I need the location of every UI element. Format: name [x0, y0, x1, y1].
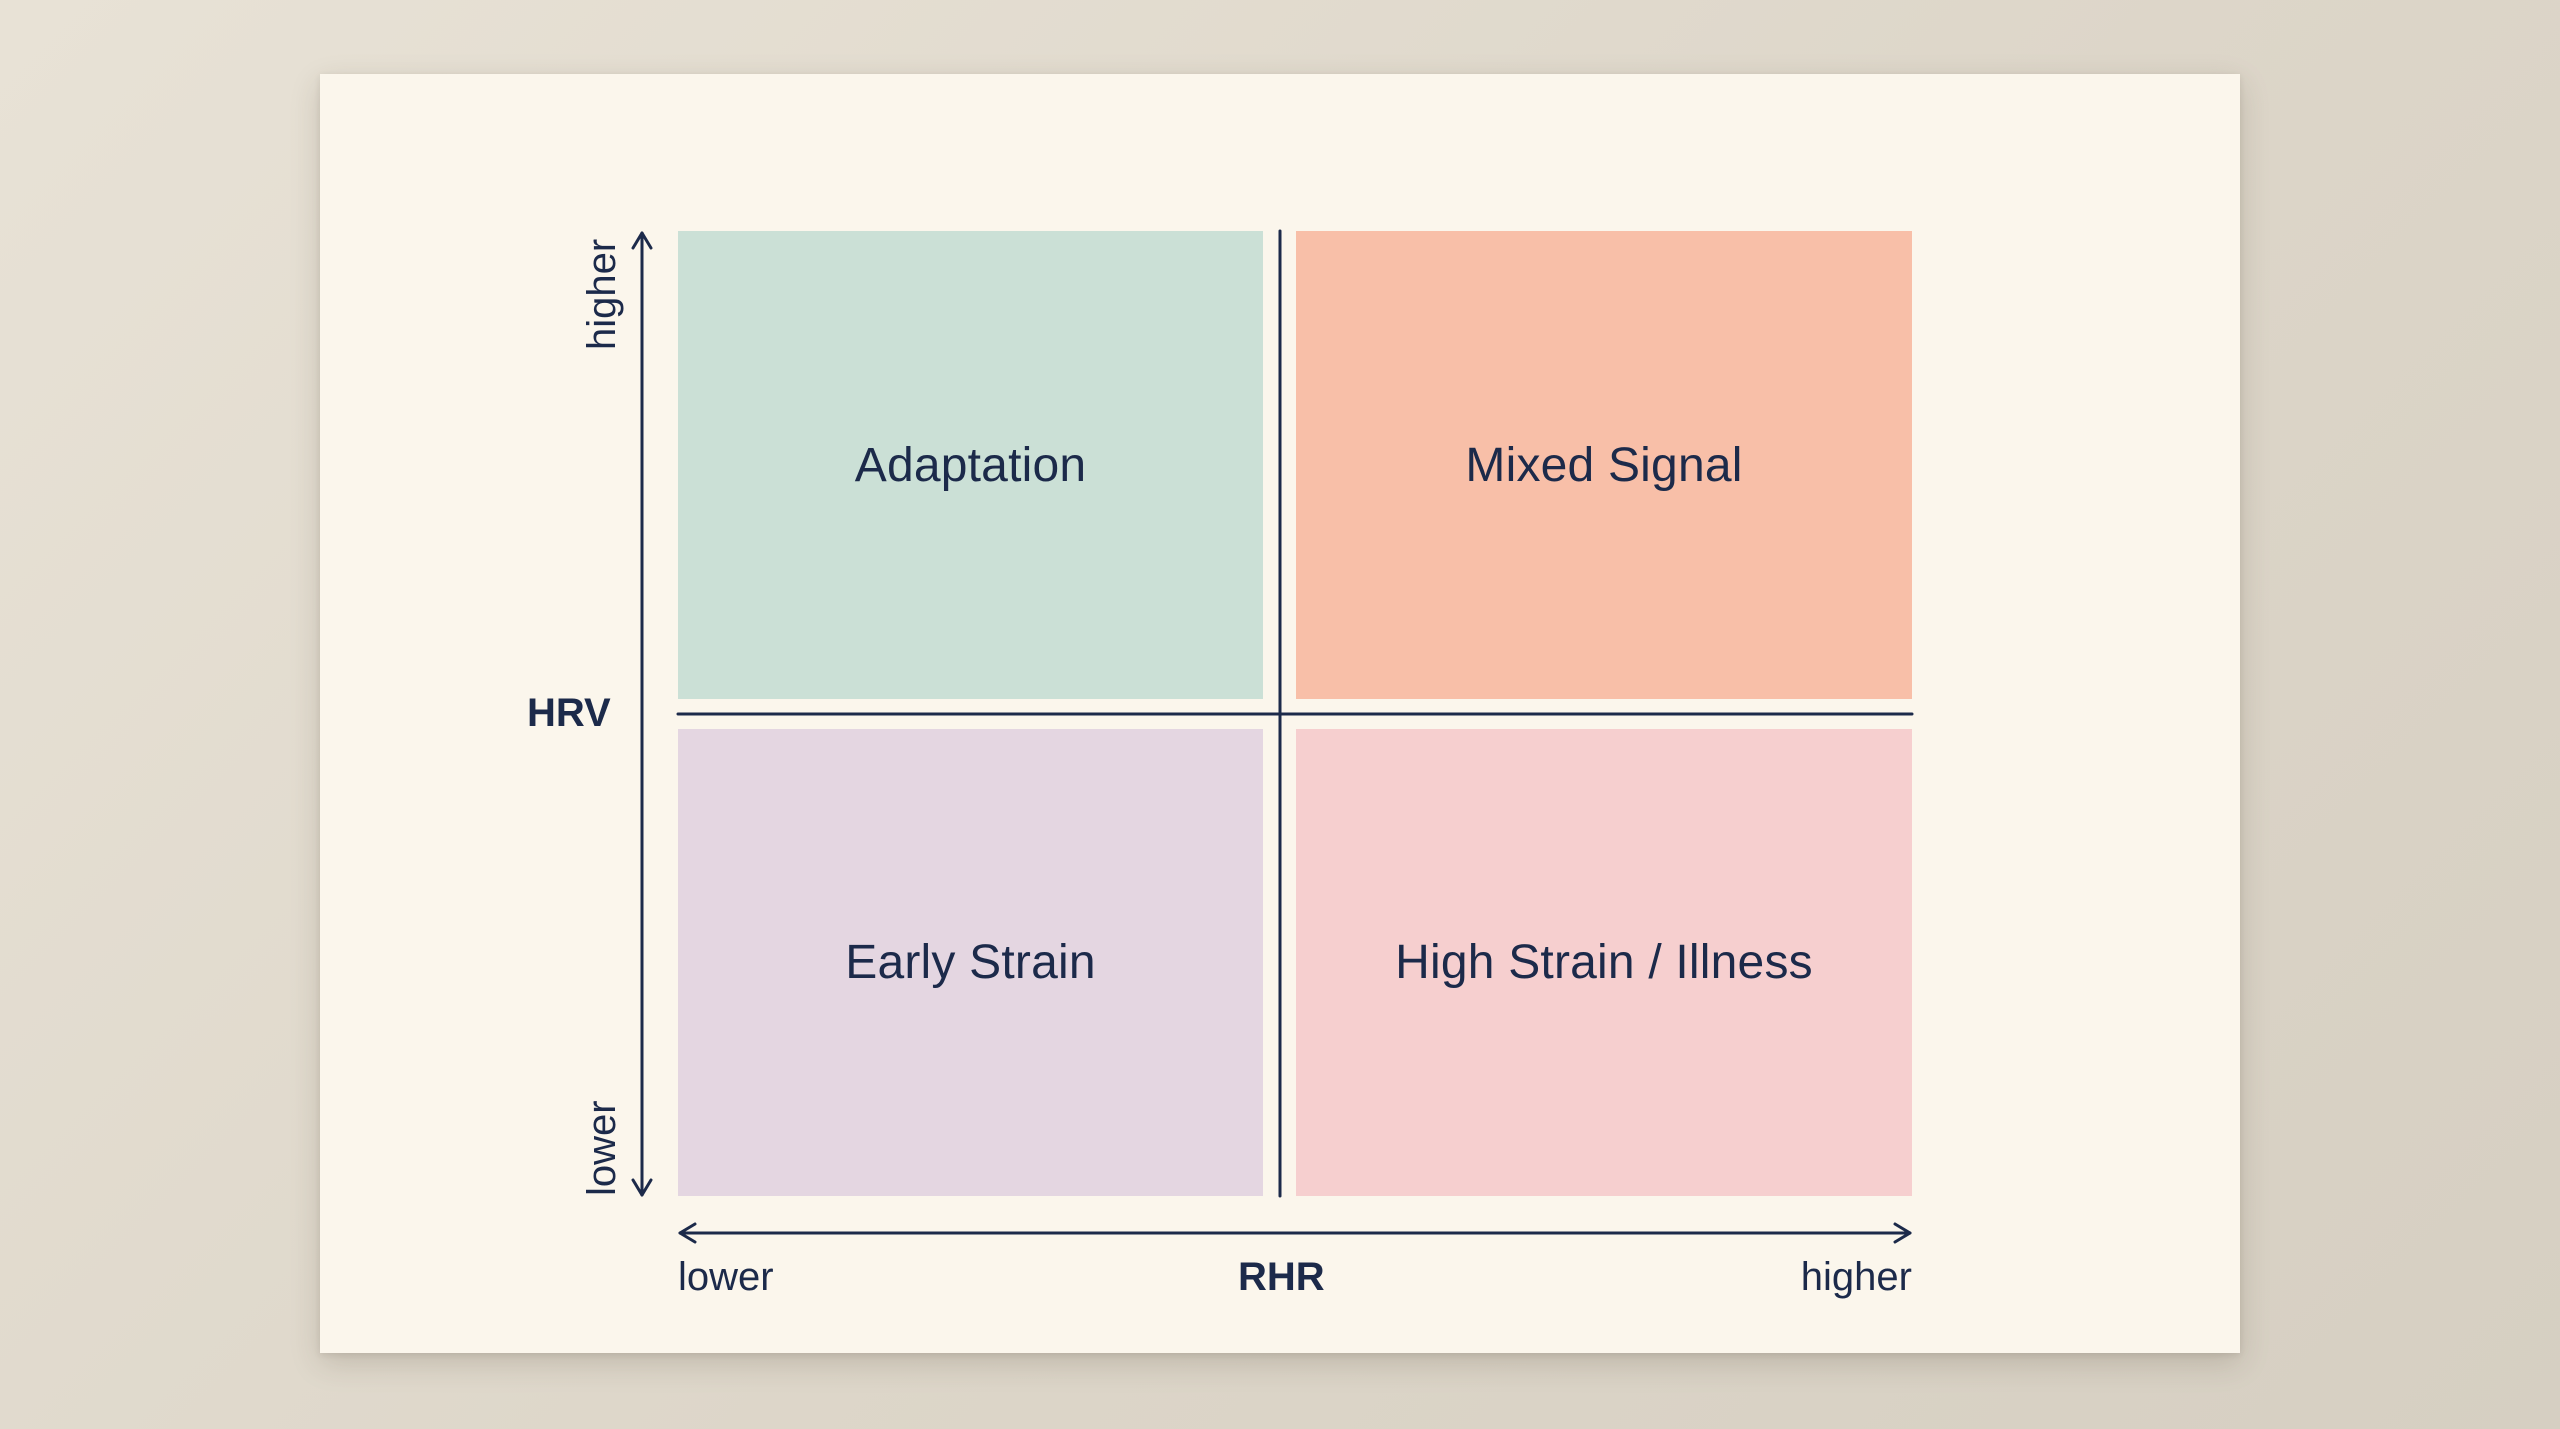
quadrant-adaptation: Adaptation	[678, 231, 1263, 699]
x-axis-low-label: lower	[678, 1255, 774, 1299]
y-axis-title: HRV	[527, 691, 611, 735]
quadrant-mixed-signal: Mixed Signal	[1296, 231, 1912, 699]
y-axis-high-label: higher	[580, 238, 624, 350]
quadrant-early-strain: Early Strain	[678, 729, 1263, 1196]
quadrant-high-strain-illness: High Strain / Illness	[1296, 729, 1912, 1196]
quadrant-label-early-strain: Early Strain	[845, 936, 1096, 989]
quadrant-label-mixed-signal: Mixed Signal	[1465, 438, 1743, 492]
y-axis-low-label: lower	[580, 1100, 624, 1196]
x-axis-title: RHR	[1238, 1255, 1325, 1299]
quadrant-label-adaptation: Adaptation	[854, 438, 1087, 492]
x-axis-high-label: higher	[1800, 1255, 1912, 1299]
quadrant-label-high-strain-illness: High Strain / Illness	[1395, 936, 1813, 989]
